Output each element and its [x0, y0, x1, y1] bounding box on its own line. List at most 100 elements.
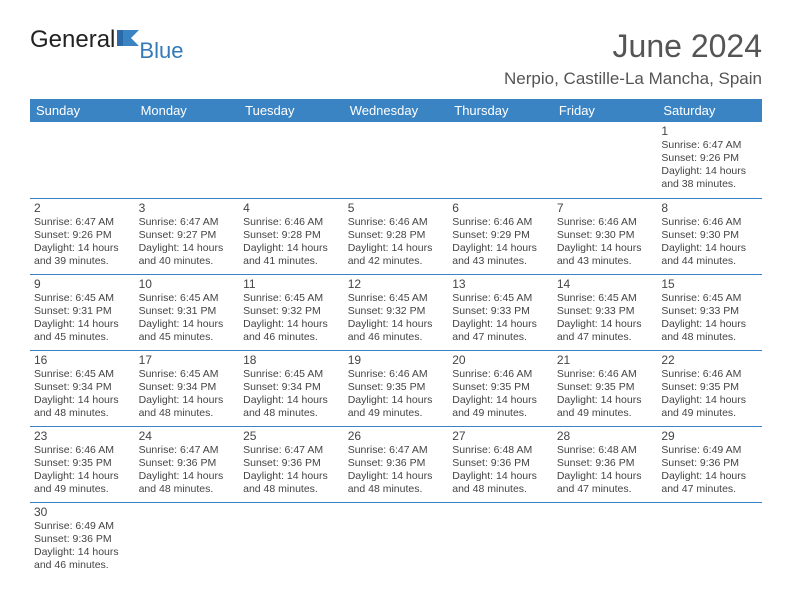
calendar-day-cell — [239, 502, 344, 578]
calendar-day-cell — [239, 122, 344, 198]
day-info-line: Sunset: 9:36 PM — [243, 457, 340, 470]
day-info-line: Sunset: 9:31 PM — [139, 305, 236, 318]
calendar-day-cell — [344, 122, 449, 198]
day-number: 9 — [34, 277, 131, 291]
day-info-line: Daylight: 14 hours — [34, 318, 131, 331]
day-number: 1 — [661, 124, 758, 138]
day-info: Sunrise: 6:49 AMSunset: 9:36 PMDaylight:… — [661, 444, 758, 497]
day-info: Sunrise: 6:45 AMSunset: 9:34 PMDaylight:… — [34, 368, 131, 421]
day-info-line: Sunrise: 6:45 AM — [243, 292, 340, 305]
day-number: 3 — [139, 201, 236, 215]
day-info-line: Daylight: 14 hours — [661, 242, 758, 255]
day-info: Sunrise: 6:46 AMSunset: 9:35 PMDaylight:… — [557, 368, 654, 421]
day-info-line: Sunset: 9:35 PM — [452, 381, 549, 394]
day-info-line: and 49 minutes. — [348, 407, 445, 420]
calendar-table: Sunday Monday Tuesday Wednesday Thursday… — [30, 99, 762, 578]
day-info-line: and 48 minutes. — [348, 483, 445, 496]
day-info-line: and 39 minutes. — [34, 255, 131, 268]
day-info: Sunrise: 6:45 AMSunset: 9:33 PMDaylight:… — [557, 292, 654, 345]
weekday-header: Tuesday — [239, 99, 344, 122]
day-info-line: Sunset: 9:30 PM — [557, 229, 654, 242]
calendar-week-row: 16Sunrise: 6:45 AMSunset: 9:34 PMDayligh… — [30, 350, 762, 426]
calendar-day-cell: 11Sunrise: 6:45 AMSunset: 9:32 PMDayligh… — [239, 274, 344, 350]
day-info-line: and 48 minutes. — [452, 483, 549, 496]
day-info-line: and 47 minutes. — [452, 331, 549, 344]
day-info-line: Sunrise: 6:48 AM — [452, 444, 549, 457]
calendar-day-cell: 9Sunrise: 6:45 AMSunset: 9:31 PMDaylight… — [30, 274, 135, 350]
day-info-line: Sunrise: 6:45 AM — [243, 368, 340, 381]
day-info-line: and 48 minutes. — [34, 407, 131, 420]
day-info-line: Daylight: 14 hours — [661, 470, 758, 483]
day-info-line: Daylight: 14 hours — [452, 242, 549, 255]
day-number: 6 — [452, 201, 549, 215]
day-info-line: Sunset: 9:34 PM — [139, 381, 236, 394]
day-number: 18 — [243, 353, 340, 367]
day-info-line: Sunrise: 6:47 AM — [661, 139, 758, 152]
day-info-line: Sunrise: 6:47 AM — [139, 444, 236, 457]
day-info-line: Daylight: 14 hours — [243, 242, 340, 255]
day-info: Sunrise: 6:45 AMSunset: 9:31 PMDaylight:… — [139, 292, 236, 345]
day-info-line: Daylight: 14 hours — [661, 165, 758, 178]
day-info: Sunrise: 6:46 AMSunset: 9:30 PMDaylight:… — [557, 216, 654, 269]
day-info-line: Sunrise: 6:45 AM — [661, 292, 758, 305]
day-info-line: and 47 minutes. — [557, 331, 654, 344]
calendar-day-cell: 10Sunrise: 6:45 AMSunset: 9:31 PMDayligh… — [135, 274, 240, 350]
day-info-line: Sunset: 9:30 PM — [661, 229, 758, 242]
day-info-line: and 42 minutes. — [348, 255, 445, 268]
day-info-line: Daylight: 14 hours — [348, 318, 445, 331]
day-info-line: Sunrise: 6:46 AM — [452, 368, 549, 381]
day-number: 21 — [557, 353, 654, 367]
day-info-line: and 45 minutes. — [34, 331, 131, 344]
day-number: 27 — [452, 429, 549, 443]
calendar-day-cell: 6Sunrise: 6:46 AMSunset: 9:29 PMDaylight… — [448, 198, 553, 274]
calendar-day-cell: 5Sunrise: 6:46 AMSunset: 9:28 PMDaylight… — [344, 198, 449, 274]
day-info-line: and 48 minutes. — [139, 407, 236, 420]
day-info-line: Daylight: 14 hours — [139, 318, 236, 331]
day-number: 12 — [348, 277, 445, 291]
day-info-line: Sunset: 9:36 PM — [34, 533, 131, 546]
day-info: Sunrise: 6:45 AMSunset: 9:32 PMDaylight:… — [348, 292, 445, 345]
calendar-day-cell: 25Sunrise: 6:47 AMSunset: 9:36 PMDayligh… — [239, 426, 344, 502]
day-info-line: Sunrise: 6:45 AM — [139, 368, 236, 381]
day-info-line: and 43 minutes. — [452, 255, 549, 268]
day-info-line: Sunrise: 6:46 AM — [348, 216, 445, 229]
day-info-line: Daylight: 14 hours — [348, 470, 445, 483]
day-info-line: Daylight: 14 hours — [139, 242, 236, 255]
weekday-header: Friday — [553, 99, 658, 122]
day-info-line: and 48 minutes. — [243, 407, 340, 420]
day-info-line: Daylight: 14 hours — [557, 470, 654, 483]
day-number: 7 — [557, 201, 654, 215]
day-info: Sunrise: 6:49 AMSunset: 9:36 PMDaylight:… — [34, 520, 131, 573]
day-number: 24 — [139, 429, 236, 443]
calendar-day-cell: 7Sunrise: 6:46 AMSunset: 9:30 PMDaylight… — [553, 198, 658, 274]
day-info-line: Sunset: 9:35 PM — [348, 381, 445, 394]
weekday-header: Saturday — [657, 99, 762, 122]
day-info-line: Sunrise: 6:46 AM — [661, 368, 758, 381]
day-info-line: Daylight: 14 hours — [348, 394, 445, 407]
day-info-line: Daylight: 14 hours — [139, 394, 236, 407]
day-info-line: Sunrise: 6:47 AM — [34, 216, 131, 229]
day-info-line: Daylight: 14 hours — [557, 318, 654, 331]
day-info-line: and 48 minutes. — [661, 331, 758, 344]
day-info-line: Daylight: 14 hours — [243, 470, 340, 483]
day-info: Sunrise: 6:45 AMSunset: 9:33 PMDaylight:… — [452, 292, 549, 345]
calendar-week-row: 9Sunrise: 6:45 AMSunset: 9:31 PMDaylight… — [30, 274, 762, 350]
month-title: June 2024 — [504, 28, 762, 65]
day-info-line: Sunset: 9:34 PM — [243, 381, 340, 394]
day-info: Sunrise: 6:47 AMSunset: 9:36 PMDaylight:… — [139, 444, 236, 497]
day-info-line: and 47 minutes. — [557, 483, 654, 496]
day-info-line: Sunrise: 6:46 AM — [661, 216, 758, 229]
day-info-line: Sunrise: 6:46 AM — [348, 368, 445, 381]
day-number: 2 — [34, 201, 131, 215]
day-info-line: Sunrise: 6:47 AM — [348, 444, 445, 457]
calendar-day-cell: 12Sunrise: 6:45 AMSunset: 9:32 PMDayligh… — [344, 274, 449, 350]
day-number: 22 — [661, 353, 758, 367]
day-info-line: Sunset: 9:35 PM — [557, 381, 654, 394]
day-info: Sunrise: 6:46 AMSunset: 9:35 PMDaylight:… — [348, 368, 445, 421]
day-info-line: Sunrise: 6:45 AM — [348, 292, 445, 305]
day-info-line: Sunset: 9:36 PM — [557, 457, 654, 470]
day-info-line: Daylight: 14 hours — [452, 394, 549, 407]
calendar-day-cell: 4Sunrise: 6:46 AMSunset: 9:28 PMDaylight… — [239, 198, 344, 274]
day-info-line: and 46 minutes. — [243, 331, 340, 344]
calendar-week-row: 2Sunrise: 6:47 AMSunset: 9:26 PMDaylight… — [30, 198, 762, 274]
